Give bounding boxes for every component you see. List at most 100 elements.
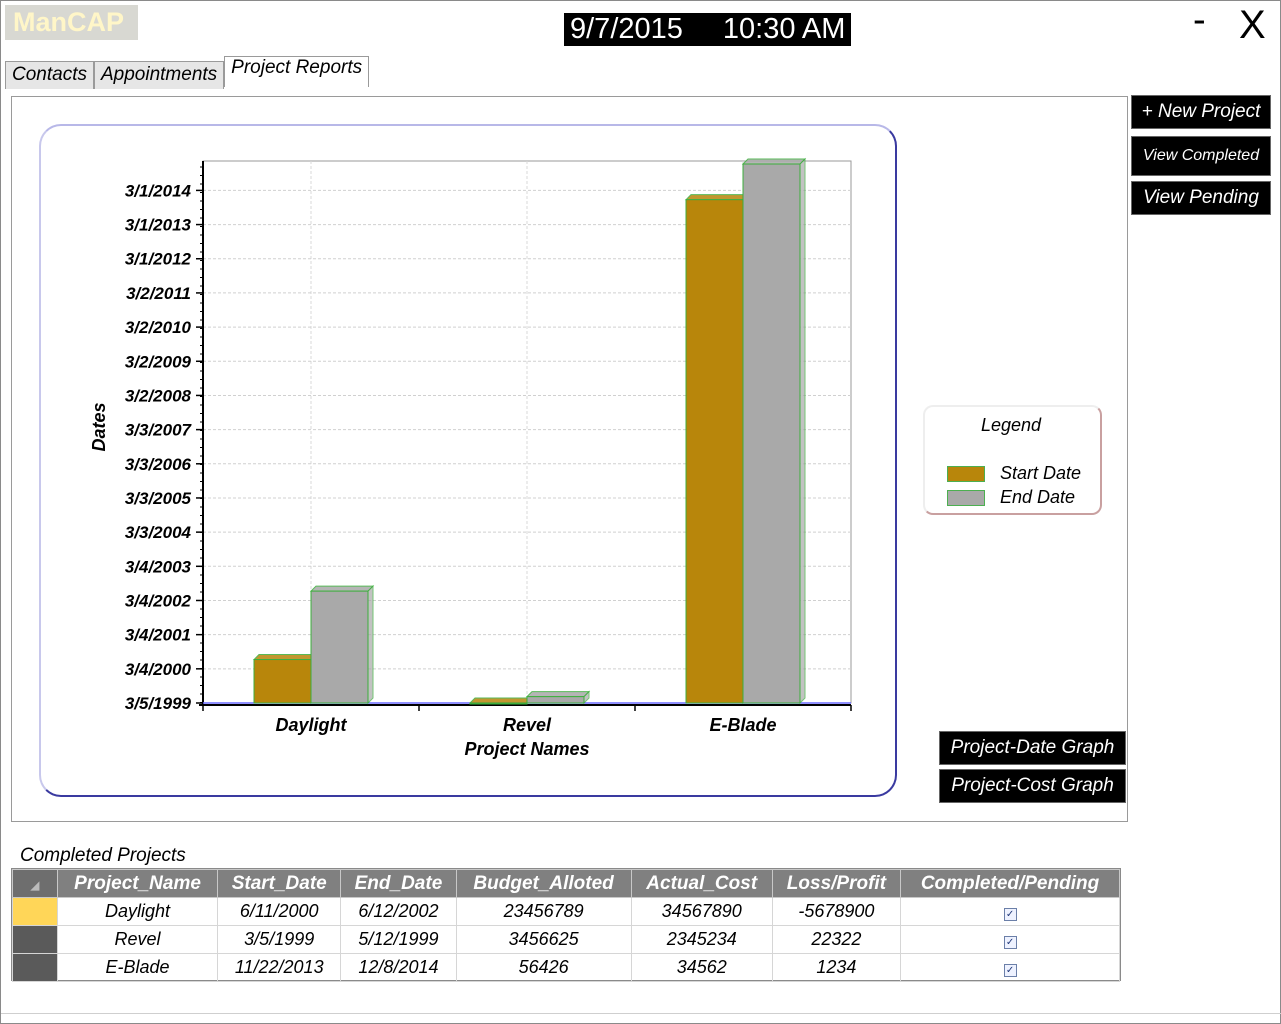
- x-tick-label: Daylight: [275, 715, 347, 735]
- col-project-name[interactable]: Project_Name: [56, 869, 219, 898]
- row-header[interactable]: [12, 897, 58, 926]
- tab-contacts[interactable]: Contacts: [5, 61, 94, 89]
- y-tick-label: 3/3/2004: [125, 523, 192, 542]
- legend-title: Legend: [981, 415, 1042, 435]
- cell-project-name[interactable]: E-Blade: [56, 953, 219, 982]
- cell-actual-cost[interactable]: 34562: [630, 953, 773, 982]
- y-tick-label: 3/2/2011: [126, 284, 191, 303]
- tab-appointments[interactable]: Appointments: [93, 61, 225, 89]
- bar-side-face: [367, 584, 374, 705]
- bar-top-face: [525, 691, 591, 698]
- close-button[interactable]: X: [1239, 3, 1266, 47]
- cell-loss-profit[interactable]: 1234: [771, 953, 902, 982]
- x-tick-label: E-Blade: [709, 715, 776, 735]
- y-tick-label: 3/4/2002: [125, 591, 192, 610]
- checkbox[interactable]: ✓: [1003, 964, 1017, 977]
- cell-start-date[interactable]: 11/22/2013: [217, 953, 342, 982]
- y-axis-label: Dates: [89, 402, 109, 451]
- tab-project-reports[interactable]: Project Reports: [224, 56, 370, 87]
- cell-end-date[interactable]: 5/12/1999: [340, 925, 457, 954]
- cell-budget[interactable]: 56426: [455, 953, 632, 982]
- y-tick-label: 3/3/2006: [125, 455, 192, 474]
- y-tick-label: 3/2/2008: [125, 386, 192, 405]
- col-end-date[interactable]: End_Date: [340, 869, 457, 898]
- bar-top-face: [309, 585, 375, 592]
- chart-frame: 3/5/1999 3/4/2000 3/4/2001 3/4/2002 3/4/2003…: [39, 124, 897, 797]
- legend-swatch-end: [947, 489, 985, 506]
- chart-legend: Legend Start Date End Date: [923, 405, 1102, 515]
- cell-budget[interactable]: 3456625: [455, 925, 632, 954]
- view-completed-button[interactable]: View Completed: [1131, 136, 1271, 176]
- minimize-button[interactable]: -: [1193, 0, 1206, 41]
- completed-projects-label: Completed Projects: [20, 845, 186, 866]
- checkbox[interactable]: ✓: [1003, 908, 1017, 921]
- cell-project-name[interactable]: Daylight: [56, 897, 219, 926]
- col-start-date[interactable]: Start_Date: [217, 869, 342, 898]
- cell-start-date[interactable]: 3/5/1999: [217, 925, 342, 954]
- col-loss-profit[interactable]: Loss/Profit: [771, 869, 902, 898]
- row-header[interactable]: [12, 925, 58, 954]
- cell-actual-cost[interactable]: 2345234: [630, 925, 773, 954]
- bar-top-face: [252, 654, 318, 661]
- cell-start-date[interactable]: 6/11/2000: [217, 897, 342, 926]
- legend-label-end: End Date: [1000, 487, 1076, 507]
- table-row[interactable]: Revel 3/5/1999 5/12/1999 3456625 2345234…: [12, 925, 1120, 954]
- project-date-graph-button[interactable]: Project-Date Graph: [939, 731, 1126, 765]
- cell-completed-checkbox[interactable]: ✓: [900, 925, 1120, 954]
- bar-1-1: [526, 696, 585, 704]
- y-tick-label: 3/3/2007: [125, 421, 193, 440]
- date-text: 9/7/2015: [570, 13, 683, 45]
- new-project-button[interactable]: + New Project: [1131, 95, 1271, 129]
- datetime-display: 9/7/2015 10:30 AM: [564, 13, 851, 46]
- bar-1-0: [469, 702, 528, 705]
- legend-swatch-start: [947, 465, 985, 482]
- col-budget-alloted[interactable]: Budget_Alloted: [455, 869, 632, 898]
- bar-0-1: [310, 590, 369, 704]
- bar-2-1: [742, 163, 801, 704]
- tab-bar: Contacts Appointments Project Reports: [5, 56, 370, 89]
- projects-table: ◢ Project_Name Start_Date End_Date Budge…: [12, 869, 1120, 982]
- bar-top-face: [468, 697, 534, 704]
- cell-end-date[interactable]: 6/12/2002: [340, 897, 457, 926]
- y-tick-label: 3/4/2000: [125, 660, 192, 679]
- project-date-chart: 3/5/1999 3/4/2000 3/4/2001 3/4/2002 3/4/2003…: [89, 157, 852, 759]
- y-tick-label: 3/2/2009: [125, 352, 192, 371]
- bar-0-0: [253, 659, 312, 704]
- cell-loss-profit[interactable]: -5678900: [771, 897, 902, 926]
- cell-completed-checkbox[interactable]: ✓: [900, 897, 1120, 926]
- y-tick-label: 3/2/2010: [125, 318, 192, 337]
- bottom-divider: [1, 1013, 1281, 1014]
- cell-actual-cost[interactable]: 34567890: [630, 897, 773, 926]
- project-cost-graph-button[interactable]: Project-Cost Graph: [939, 769, 1126, 803]
- time-text: 10:30 AM: [722, 13, 846, 45]
- cell-project-name[interactable]: Revel: [56, 925, 219, 954]
- y-tick-label: 3/1/2013: [125, 216, 192, 235]
- col-completed-pending[interactable]: Completed/Pending: [900, 869, 1120, 898]
- legend-item-start-date: Start Date: [947, 463, 1081, 484]
- y-tick-label: 3/1/2012: [125, 250, 192, 269]
- y-tick-label: 3/3/2005: [125, 489, 192, 508]
- y-tick-label: 3/5/1999: [125, 694, 192, 713]
- completed-projects-grid: ◢ Project_Name Start_Date End_Date Budge…: [11, 868, 1121, 982]
- app-logo: ManCAP: [5, 5, 138, 40]
- bar-top-face: [741, 158, 807, 165]
- cell-completed-checkbox[interactable]: ✓: [900, 953, 1120, 982]
- cell-end-date[interactable]: 12/8/2014: [340, 953, 457, 982]
- cell-loss-profit[interactable]: 22322: [771, 925, 902, 954]
- y-tick-label: 3/4/2003: [125, 557, 192, 576]
- checkbox[interactable]: ✓: [1003, 936, 1017, 949]
- x-tick-label: Revel: [503, 715, 552, 735]
- table-header-row: ◢ Project_Name Start_Date End_Date Budge…: [12, 869, 1120, 898]
- x-axis-label: Project Names: [464, 739, 589, 759]
- y-tick-label: 3/1/2014: [125, 181, 192, 200]
- view-pending-button[interactable]: View Pending: [1131, 181, 1271, 215]
- table-row[interactable]: E-Blade 11/22/2013 12/8/2014 56426 34562…: [12, 953, 1120, 982]
- row-header[interactable]: [12, 953, 58, 982]
- table-row[interactable]: Daylight 6/11/2000 6/12/2002 23456789 34…: [12, 897, 1120, 926]
- legend-label-start: Start Date: [1000, 463, 1082, 483]
- bar-top-face: [684, 194, 750, 201]
- col-actual-cost[interactable]: Actual_Cost: [630, 869, 773, 898]
- y-tick-label: 3/4/2001: [125, 626, 191, 645]
- cell-budget[interactable]: 23456789: [455, 897, 632, 926]
- select-all-corner[interactable]: ◢: [12, 869, 58, 898]
